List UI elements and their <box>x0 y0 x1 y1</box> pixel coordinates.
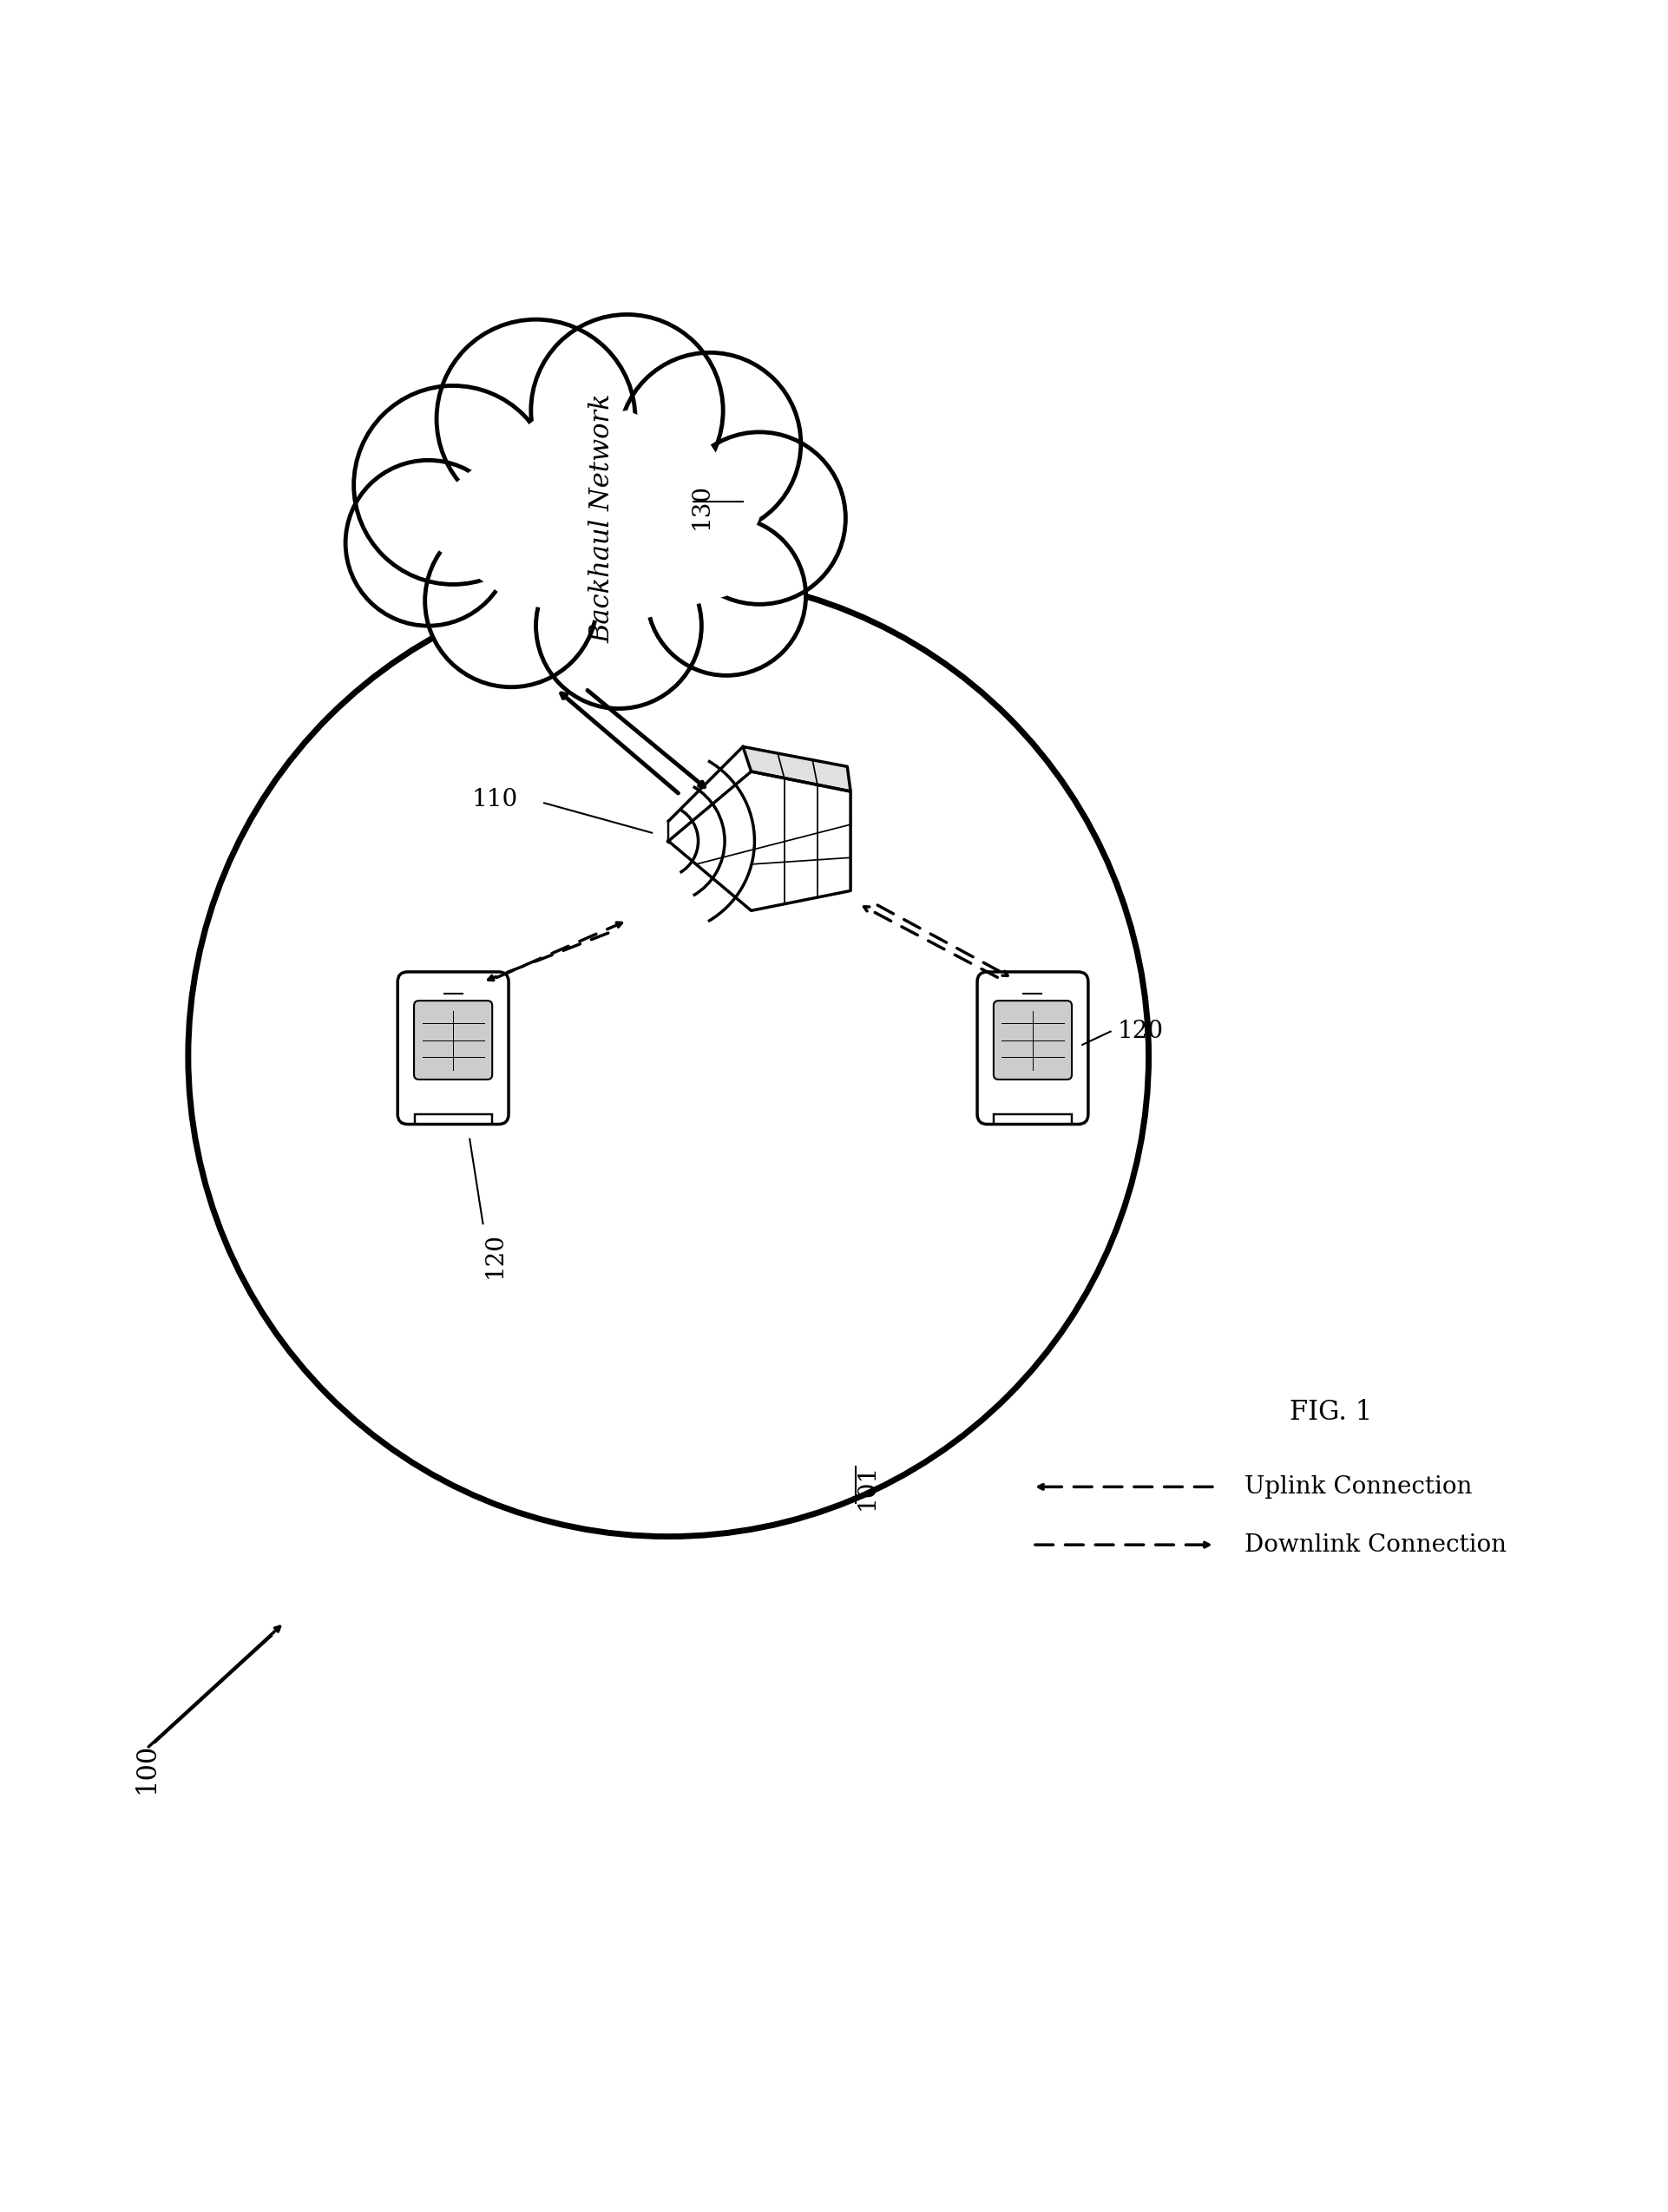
Polygon shape <box>669 772 851 911</box>
Polygon shape <box>429 411 759 626</box>
Text: FIG. 1: FIG. 1 <box>1289 1398 1373 1427</box>
Circle shape <box>674 431 846 604</box>
Circle shape <box>354 385 552 584</box>
Text: Uplink Connection: Uplink Connection <box>1244 1475 1473 1498</box>
Text: 130: 130 <box>691 484 714 529</box>
Text: 110: 110 <box>472 787 517 812</box>
Text: Downlink Connection: Downlink Connection <box>1244 1533 1506 1557</box>
Text: 120: 120 <box>1118 1020 1163 1044</box>
FancyBboxPatch shape <box>977 971 1088 1124</box>
Circle shape <box>437 319 636 518</box>
Circle shape <box>535 542 702 708</box>
Bar <box>414 1115 492 1124</box>
FancyBboxPatch shape <box>994 1000 1073 1079</box>
Text: 120: 120 <box>482 1232 507 1279</box>
Circle shape <box>530 314 722 507</box>
Circle shape <box>425 515 597 688</box>
Circle shape <box>345 460 510 626</box>
Polygon shape <box>742 748 851 792</box>
Circle shape <box>647 518 806 675</box>
Text: 100: 100 <box>133 1743 160 1794</box>
Circle shape <box>619 352 801 535</box>
Text: Backhaul Network: Backhaul Network <box>589 394 615 644</box>
Text: 101: 101 <box>856 1464 879 1511</box>
FancyBboxPatch shape <box>414 1000 492 1079</box>
Bar <box>994 1115 1071 1124</box>
FancyBboxPatch shape <box>397 971 509 1124</box>
